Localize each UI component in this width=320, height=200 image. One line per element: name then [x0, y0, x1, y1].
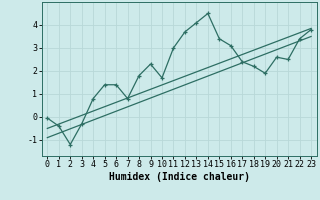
- X-axis label: Humidex (Indice chaleur): Humidex (Indice chaleur): [109, 172, 250, 182]
